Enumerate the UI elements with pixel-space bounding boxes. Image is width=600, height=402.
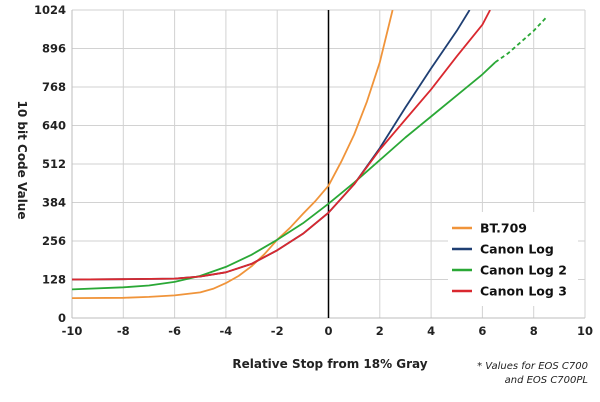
y-tick-label: 896 xyxy=(42,42,66,56)
x-tick-label: -6 xyxy=(168,324,181,338)
series-line-canon-log-2 xyxy=(72,61,496,291)
x-axis-title: Relative Stop from 18% Gray xyxy=(232,357,427,371)
series-line-canon-log xyxy=(72,10,471,281)
legend-label-canon-log-2: Canon Log 2 xyxy=(480,263,567,278)
series-line-canon-log-3 xyxy=(72,10,491,281)
x-tick-label: 10 xyxy=(577,324,593,338)
footnote-line-1: * Values for EOS C700 xyxy=(477,361,588,372)
x-tick-label: 2 xyxy=(376,324,384,338)
series-line-bt-709 xyxy=(72,10,394,299)
series-lines xyxy=(72,10,548,299)
x-tick-label: 0 xyxy=(324,324,332,338)
legend-label-canon-log-3: Canon Log 3 xyxy=(480,284,567,299)
x-tick-label: -8 xyxy=(117,324,130,338)
axes xyxy=(71,10,585,319)
legend-label-canon-log: Canon Log xyxy=(480,242,554,257)
legend-label-bt-709: BT.709 xyxy=(480,221,527,236)
legend: BT.709 Canon Log Canon Log 2 Canon Log 3 xyxy=(448,212,578,310)
footnote-line-2: and EOS C700PL xyxy=(504,375,588,386)
series-line-canon-log-2-dashed xyxy=(494,16,548,64)
y-tick-label: 768 xyxy=(42,80,66,94)
x-tick-label: -4 xyxy=(220,324,233,338)
x-tick-label: -2 xyxy=(271,324,284,338)
x-tick-label: -10 xyxy=(62,324,83,338)
y-tick-label: 384 xyxy=(42,196,66,210)
y-tick-label: 256 xyxy=(42,234,66,248)
y-tick-label: 512 xyxy=(42,157,66,171)
y-tick-label: 1024 xyxy=(34,3,66,17)
y-tick-label: 0 xyxy=(58,311,66,325)
y-tick-label: 128 xyxy=(42,273,66,287)
tick-labels: 0 128 256 384 512 640 768 896 1024 -10 -8 -6 -4 -2 0 2 4… xyxy=(34,3,593,338)
y-axis-title: 10 bit Code Value xyxy=(15,101,29,220)
x-tick-label: 4 xyxy=(427,324,435,338)
x-tick-label: 8 xyxy=(530,324,538,338)
footnote: * Values for EOS C700 and EOS C700PL xyxy=(477,360,588,388)
x-tick-label: 6 xyxy=(478,324,486,338)
y-tick-label: 640 xyxy=(42,119,66,133)
